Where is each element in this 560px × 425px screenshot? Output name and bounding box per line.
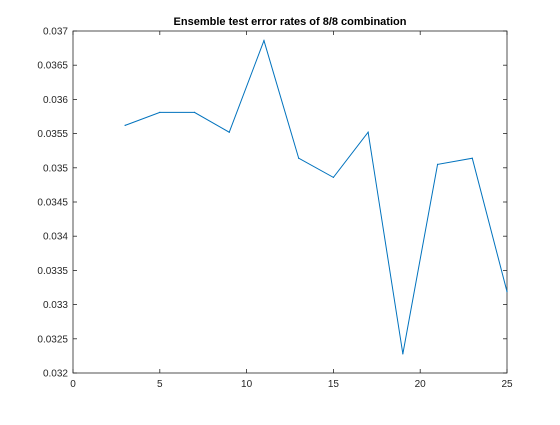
data-point [367, 131, 369, 133]
y-tick-label: 0.0355 [37, 129, 68, 140]
y-tick-label: 0.0365 [37, 61, 68, 72]
x-tick-label: 15 [328, 379, 340, 390]
data-point [298, 157, 300, 159]
x-tick-label: 10 [241, 379, 253, 390]
data-point [124, 124, 126, 126]
data-point [159, 111, 161, 113]
chart-title: Ensemble test error rates of 8/8 combina… [174, 16, 407, 28]
data-point [332, 176, 334, 178]
data-point [506, 291, 508, 293]
axes-box [72, 30, 508, 374]
data-point [436, 163, 439, 165]
data-point [193, 111, 196, 113]
x-tick-label: 25 [501, 379, 513, 390]
y-tick-label: 0.037 [43, 27, 68, 38]
y-tick-label: 0.033 [43, 300, 68, 311]
y-tick-label: 0.035 [43, 163, 68, 174]
y-tick-label: 0.036 [43, 95, 68, 106]
y-tick-label: 0.0345 [37, 198, 68, 209]
series-line [124, 39, 508, 354]
y-tick-label: 0.0335 [37, 266, 68, 277]
y-tick-label: 0.0325 [37, 334, 68, 345]
data-point [228, 131, 230, 133]
x-tick-label: 0 [70, 379, 76, 390]
y-tick-label: 0.034 [43, 232, 68, 243]
plot-area: 0 5 10 15 20 25 0.032 0.0325 0.033 0.0335 0.034 0.0… [37, 27, 513, 391]
x-tick-label: 20 [415, 379, 427, 390]
y-tick-label: 0.032 [43, 369, 68, 380]
data-point [263, 39, 265, 42]
data-point [402, 353, 404, 355]
x-tick-label: 5 [157, 379, 163, 390]
data-point [471, 157, 473, 159]
